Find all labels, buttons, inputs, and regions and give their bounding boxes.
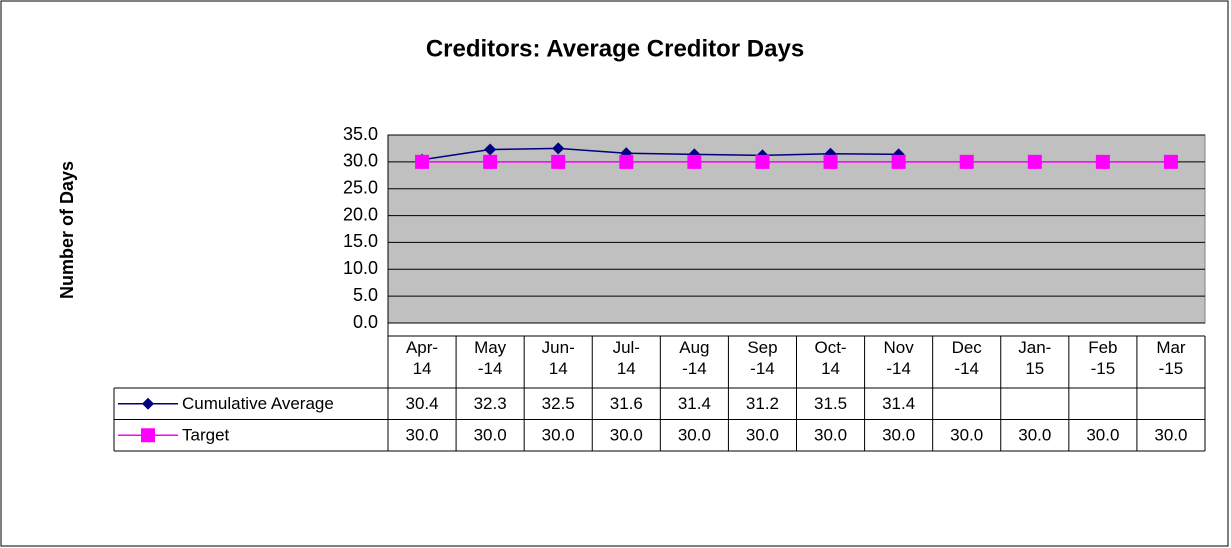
legend-marker (141, 428, 155, 443)
data-label: 31.4 (882, 394, 915, 413)
data-label: 31.4 (678, 394, 711, 413)
x-tick-label: Dec -14 (952, 338, 983, 378)
y-tick-label: 0.0 (353, 312, 378, 332)
marker (755, 154, 770, 169)
data-label: 32.5 (542, 394, 575, 413)
x-tick-label: Aug -14 (679, 338, 709, 378)
data-label: 30.0 (610, 426, 643, 445)
data-label: 30.0 (1018, 426, 1051, 445)
y-tick-label: 30.0 (343, 151, 378, 171)
marker (687, 154, 702, 169)
legend-marker (142, 397, 154, 410)
legend-label: Target (182, 426, 230, 445)
data-label: 30.0 (542, 426, 575, 445)
y-tick-label: 25.0 (343, 177, 378, 197)
series-line (421, 147, 899, 161)
marker (959, 154, 974, 169)
x-tick-label: Jul-14 (613, 338, 640, 378)
data-label: 30.0 (814, 426, 847, 445)
x-tick-label: Mar -15 (1156, 338, 1186, 378)
marker (823, 154, 838, 169)
x-tick-label: Nov -14 (884, 338, 915, 378)
marker (552, 142, 565, 155)
x-tick-label: May -14 (474, 338, 507, 378)
data-label: 30.0 (474, 426, 507, 445)
y-tick-label: 20.0 (343, 204, 378, 224)
y-tick-label: 35.0 (343, 124, 378, 144)
y-axis-title: Number of Days (57, 161, 77, 299)
marker (484, 143, 497, 156)
y-tick-label: 10.0 (343, 258, 378, 278)
x-tick-label: Feb -15 (1088, 338, 1117, 378)
marker (1163, 154, 1178, 169)
plot-area (387, 134, 1206, 324)
x-tick-label: Apr-14 (406, 338, 438, 378)
legend-label: Cumulative Average (182, 394, 334, 413)
marker (1095, 154, 1110, 169)
marker (619, 154, 634, 169)
data-label: 31.2 (746, 394, 779, 413)
x-tick-label: Jun-14 (542, 338, 575, 378)
data-label: 30.0 (678, 426, 711, 445)
marker (415, 154, 430, 169)
x-tick-label: Sep -14 (747, 338, 777, 378)
data-label: 30.4 (405, 394, 438, 413)
data-label: 30.0 (950, 426, 983, 445)
data-label: 30.0 (882, 426, 915, 445)
y-tick-label: 5.0 (353, 285, 378, 305)
data-label: 30.0 (1154, 426, 1187, 445)
data-label: 31.6 (610, 394, 643, 413)
data-label: 32.3 (474, 394, 507, 413)
marker (891, 154, 906, 169)
x-tick-label: Oct-14 (814, 338, 846, 378)
data-label: 30.0 (405, 426, 438, 445)
x-tick-label: Jan-15 (1018, 338, 1051, 378)
chart-title: Creditors: Average Creditor Days (426, 35, 804, 62)
y-tick-label: 15.0 (343, 231, 378, 251)
marker (483, 154, 498, 169)
marker (551, 154, 566, 169)
data-label: 30.0 (1086, 426, 1119, 445)
data-label: 31.5 (814, 394, 847, 413)
marker (1027, 154, 1042, 169)
data-label: 30.0 (746, 426, 779, 445)
